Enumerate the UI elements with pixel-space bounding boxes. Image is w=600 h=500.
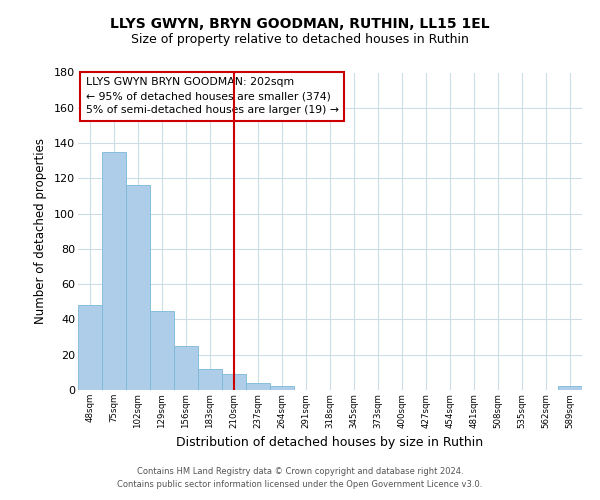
Bar — [246, 383, 270, 390]
Bar — [198, 369, 222, 390]
Text: LLYS GWYN BRYN GOODMAN: 202sqm
← 95% of detached houses are smaller (374)
5% of : LLYS GWYN BRYN GOODMAN: 202sqm ← 95% of … — [86, 78, 338, 116]
Bar — [102, 152, 126, 390]
Bar — [558, 386, 582, 390]
Bar — [78, 306, 102, 390]
Y-axis label: Number of detached properties: Number of detached properties — [34, 138, 47, 324]
Text: Contains HM Land Registry data © Crown copyright and database right 2024.: Contains HM Land Registry data © Crown c… — [137, 467, 463, 476]
Bar — [270, 386, 294, 390]
Text: Contains public sector information licensed under the Open Government Licence v3: Contains public sector information licen… — [118, 480, 482, 489]
Bar — [174, 346, 198, 390]
Bar — [222, 374, 246, 390]
Bar — [126, 186, 150, 390]
X-axis label: Distribution of detached houses by size in Ruthin: Distribution of detached houses by size … — [176, 436, 484, 449]
Text: Size of property relative to detached houses in Ruthin: Size of property relative to detached ho… — [131, 32, 469, 46]
Bar — [150, 310, 174, 390]
Text: LLYS GWYN, BRYN GOODMAN, RUTHIN, LL15 1EL: LLYS GWYN, BRYN GOODMAN, RUTHIN, LL15 1E… — [110, 18, 490, 32]
